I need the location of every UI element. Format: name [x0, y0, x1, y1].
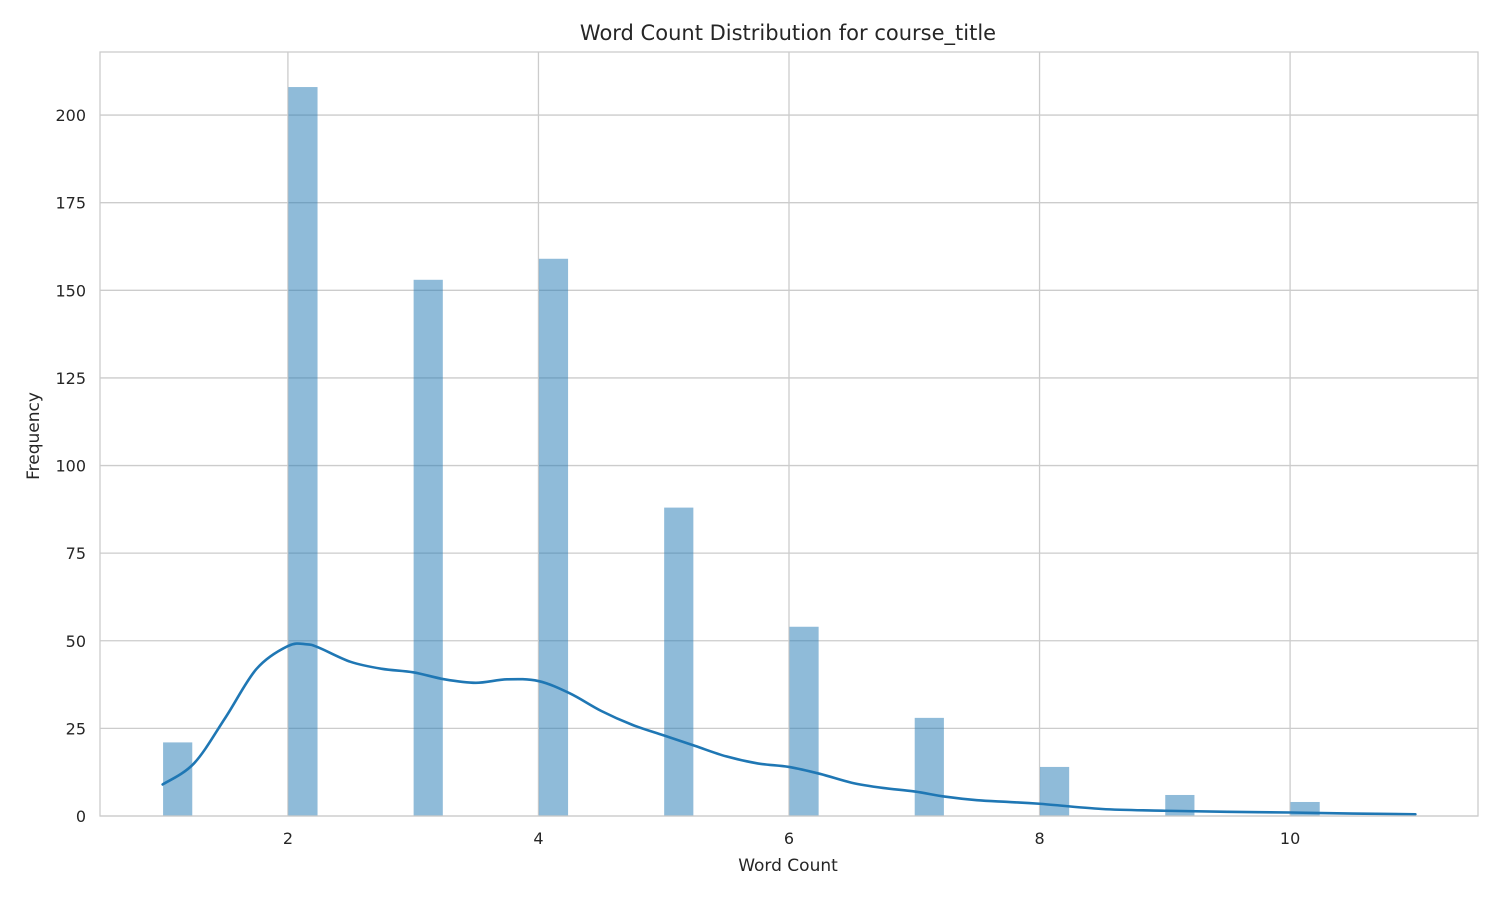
y-tick-label: 100	[55, 457, 86, 476]
y-tick-label: 75	[66, 544, 86, 563]
x-tick-label: 10	[1280, 829, 1300, 848]
histogram-bar	[163, 742, 193, 816]
histogram-bar	[1165, 794, 1195, 816]
y-tick-label: 0	[76, 807, 86, 826]
x-tick-label: 6	[784, 829, 794, 848]
y-tick-label: 50	[66, 632, 86, 651]
histogram-bars	[163, 87, 1320, 816]
histogram-bar	[664, 507, 694, 816]
y-axis-label: Frequency	[24, 392, 44, 480]
histogram-bar	[789, 626, 819, 816]
y-tick-label: 175	[55, 194, 86, 213]
histogram-bar	[1039, 766, 1070, 816]
histogram-bar	[288, 87, 318, 816]
x-tick-label: 4	[533, 829, 543, 848]
chart-title: Word Count Distribution for course_title	[580, 21, 996, 46]
histogram-bar	[413, 279, 443, 816]
y-tick-label: 125	[55, 369, 86, 388]
y-tick-label: 200	[55, 106, 86, 125]
histogram-bar	[538, 258, 569, 816]
x-tick-label: 8	[1034, 829, 1044, 848]
y-tick-label: 25	[66, 719, 86, 738]
kde-curve-group	[161, 642, 1417, 816]
histogram-bar	[914, 717, 944, 816]
y-tick-label: 150	[55, 281, 86, 300]
x-tick-label: 2	[283, 829, 293, 848]
plot-frame	[99, 51, 1479, 817]
x-axis-label: Word Count	[738, 856, 838, 876]
kde-curve	[161, 642, 1417, 816]
